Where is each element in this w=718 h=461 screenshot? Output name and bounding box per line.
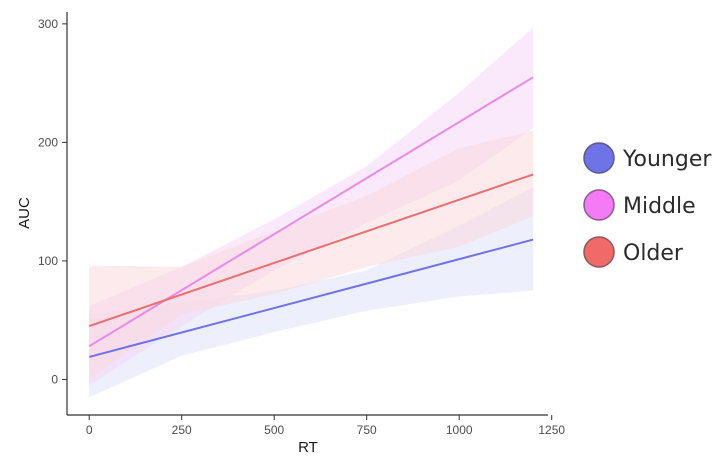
- x-tick-label: 1000: [446, 423, 473, 437]
- x-tick-label: 0: [86, 423, 93, 437]
- confidence-bands: [89, 27, 534, 398]
- x-tick-label: 250: [172, 423, 192, 437]
- x-tick-label: 1250: [538, 423, 565, 437]
- axes: 0 250 500 750 1000 1250 0 100 200 300: [38, 12, 565, 437]
- ci-band-older: [89, 130, 534, 380]
- legend-label-younger: Younger: [622, 147, 712, 172]
- y-axis-title: AUC: [16, 197, 33, 229]
- x-tick-label: 500: [264, 423, 284, 437]
- x-axis-title: RT: [298, 439, 318, 456]
- x-axis-ticks: 0 250 500 750 1000 1250: [86, 415, 565, 437]
- legend-item-middle: Middle: [583, 189, 696, 221]
- legend-swatch-middle: [583, 189, 615, 221]
- legend-swatch-younger: [583, 142, 615, 174]
- legend-item-younger: Younger: [583, 142, 712, 174]
- y-axis-ticks: 0 100 200 300: [38, 17, 67, 386]
- ci-band-younger: [89, 187, 534, 398]
- legend-label-middle: Middle: [623, 194, 696, 219]
- y-tick-label: 0: [51, 372, 58, 386]
- y-tick-label: 100: [38, 254, 58, 268]
- regression-lines: [88, 76, 534, 358]
- x-tick-label: 750: [357, 423, 377, 437]
- y-tick-label: 300: [38, 17, 58, 31]
- line-younger: [88, 238, 534, 358]
- legend-label-older: Older: [623, 241, 684, 266]
- legend-item-older: Older: [583, 236, 684, 268]
- legend-swatch-older: [583, 236, 615, 268]
- line-older: [88, 173, 534, 328]
- legend: Younger Middle Older: [583, 142, 712, 268]
- y-tick-label: 200: [38, 135, 58, 149]
